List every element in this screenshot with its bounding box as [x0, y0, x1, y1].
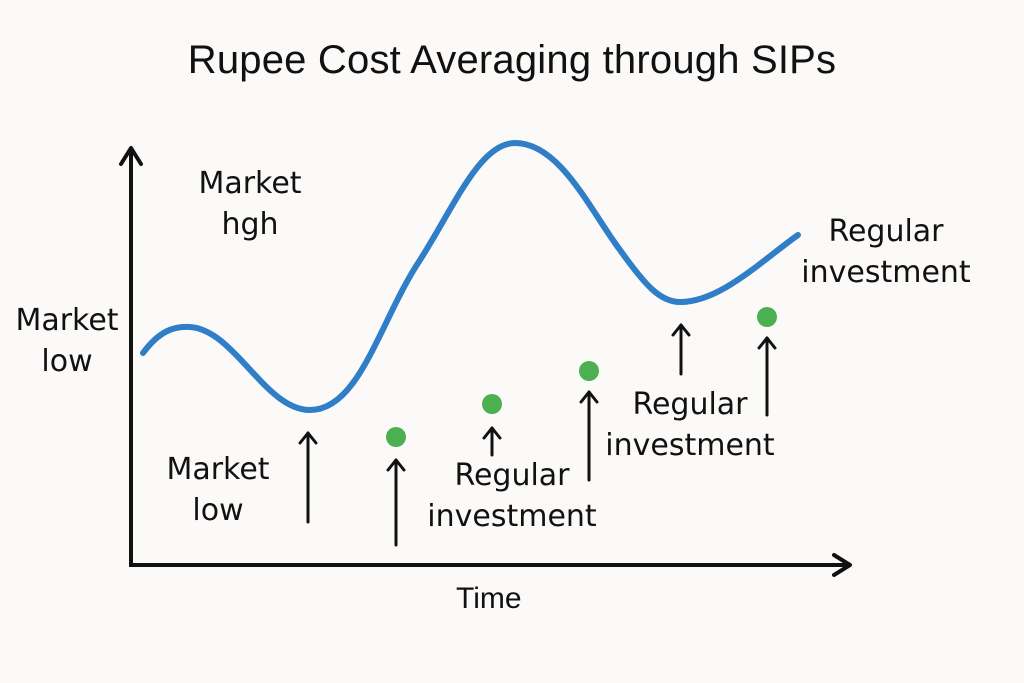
label-line: low — [41, 344, 93, 379]
arrow-up-icon — [386, 458, 406, 547]
investment-dots — [386, 307, 777, 447]
arrow-up-icon — [671, 323, 691, 376]
label-line: hgh — [221, 207, 279, 242]
investment-dot — [579, 361, 599, 381]
label-market-low-axis: Market low — [2, 300, 132, 382]
arrow-up-icon — [579, 390, 599, 482]
label-line: Regular — [632, 387, 748, 422]
label-line: investment — [605, 428, 775, 463]
label-line: Market — [198, 166, 302, 201]
label-regular-investment-end: Regular investment — [776, 211, 996, 293]
arrow-up-icon — [298, 431, 318, 524]
label-line: Regular — [828, 214, 944, 249]
arrow-up-icon — [757, 336, 777, 417]
label-line: Market — [166, 452, 270, 487]
x-axis — [129, 553, 852, 577]
pointer-arrows — [298, 323, 777, 547]
label-regular-investment-mid: Regular investment — [402, 455, 622, 537]
label-market-low-bottom: Market low — [148, 449, 288, 531]
diagram-title: Rupee Cost Averaging through SIPs — [187, 38, 837, 82]
investment-dot — [757, 307, 777, 327]
label-line: Market — [15, 303, 119, 338]
label-regular-investment-right: Regular investment — [580, 384, 800, 466]
x-axis-label: Time — [456, 582, 522, 615]
y-axis — [119, 146, 143, 566]
label-line: Regular — [454, 458, 570, 493]
label-line: investment — [801, 255, 971, 290]
label-line: investment — [427, 499, 597, 534]
arrow-up-icon — [482, 426, 502, 457]
label-market-high: Market hgh — [180, 163, 320, 245]
investment-dot — [482, 394, 502, 414]
market-price-curve — [140, 139, 801, 414]
label-line: low — [192, 493, 244, 528]
investment-dot — [386, 427, 406, 447]
